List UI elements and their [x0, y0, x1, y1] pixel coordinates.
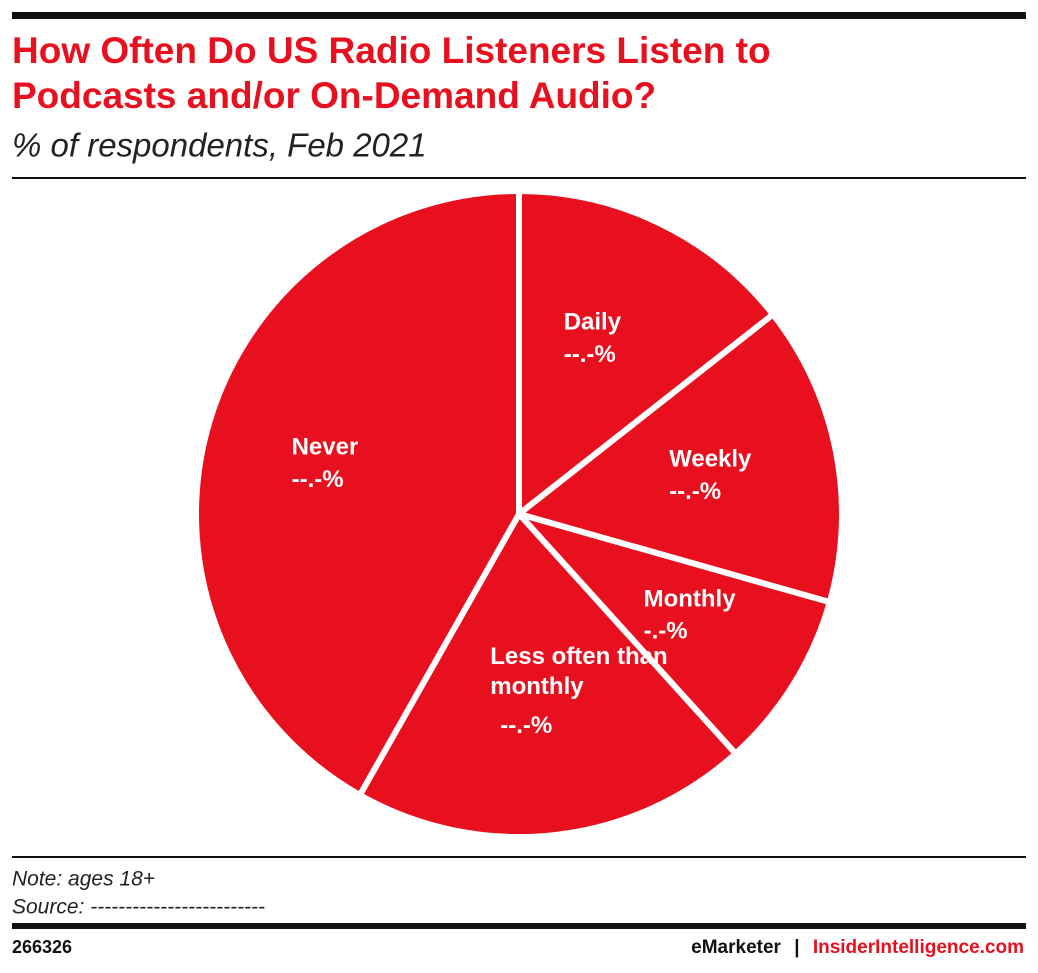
brand: eMarketer | InsiderIntelligence.com — [691, 937, 1024, 958]
category-label: Monthly — [644, 586, 737, 613]
separator: | — [794, 937, 799, 958]
chart-title: How Often Do US Radio Listeners Listen t… — [12, 30, 771, 116]
category-label: Never — [292, 434, 359, 461]
chart-subtitle: % of respondents, Feb 2021 — [12, 127, 427, 164]
pie-slice — [516, 311, 845, 606]
pie-slice — [516, 511, 833, 757]
category-label: Daily — [564, 309, 622, 336]
bottom-rule — [12, 923, 1026, 929]
pie-slice — [193, 188, 522, 799]
slice-label: Monthly — [644, 586, 737, 613]
note: Note: ages 18+ — [12, 868, 155, 891]
chart-id: 266326 — [12, 937, 72, 957]
slice-label: Daily — [564, 309, 622, 336]
pie-slice — [516, 188, 776, 517]
value-label: --.-% — [292, 466, 344, 493]
value-label: --.-% — [669, 478, 721, 505]
category-label: Weekly — [669, 446, 752, 473]
value-label: --.-% — [564, 341, 616, 368]
site: InsiderIntelligence.com — [813, 937, 1024, 958]
slice-label: Weekly — [669, 446, 752, 473]
slice-label: Never — [292, 434, 359, 461]
top-rule — [12, 12, 1026, 19]
category-label: Less often than monthly — [490, 642, 668, 700]
value-label: --.-% — [500, 712, 552, 739]
category-label-box: Less often than monthly — [490, 642, 668, 700]
pie-slice — [356, 511, 739, 840]
value-label: -.-% — [644, 618, 688, 645]
brand-name: eMarketer — [691, 937, 781, 958]
source: Source: ------------------------- — [12, 896, 265, 919]
title-box: How Often Do US Radio Listeners Listen t… — [12, 30, 771, 116]
